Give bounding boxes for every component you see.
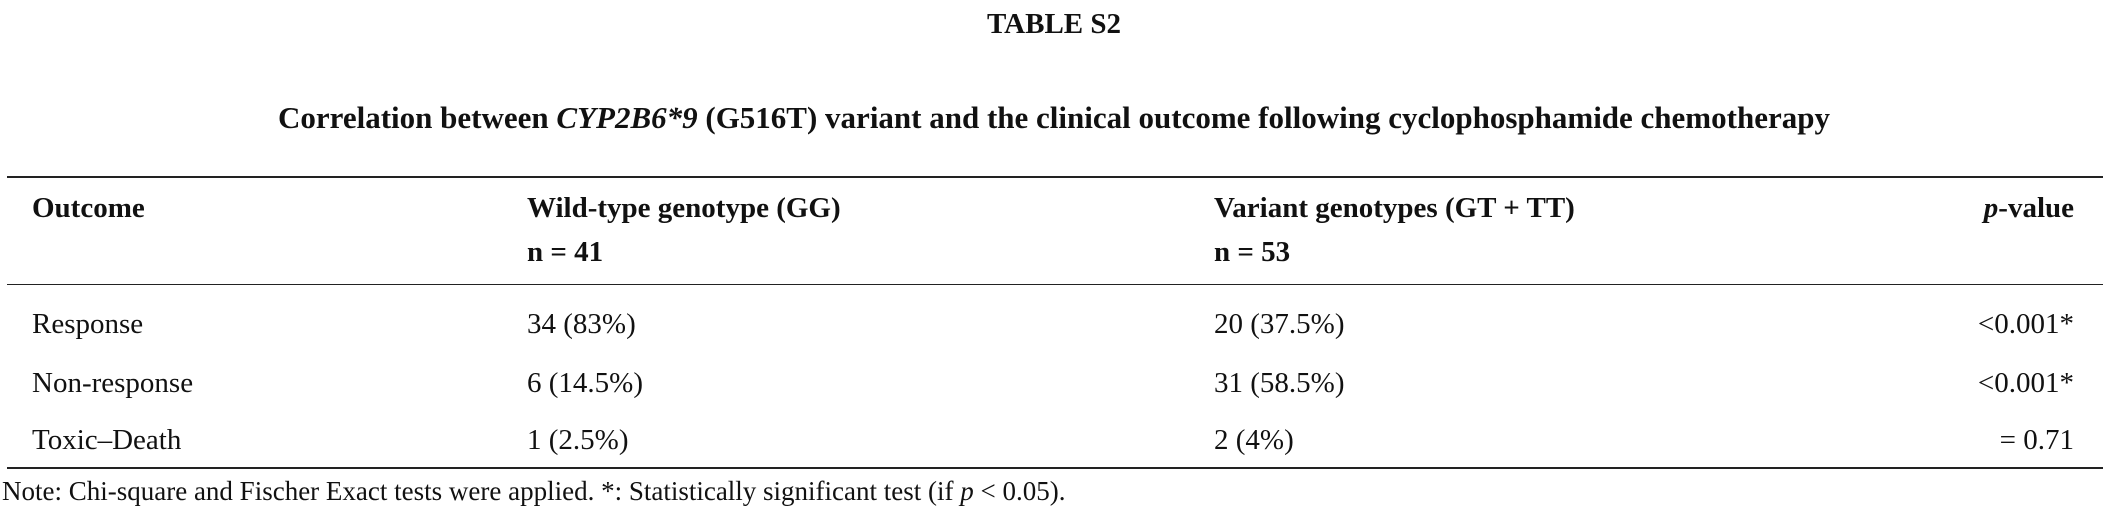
table-cell: 20 (37.5%) (1214, 308, 1345, 340)
table-cell: <0.001* (1977, 308, 2074, 340)
table-cell: <0.001* (1977, 367, 2074, 399)
header-rule (7, 284, 2103, 285)
table-label: TABLE S2 (986, 8, 1122, 40)
table-cell: Response (32, 308, 144, 340)
table-note: Note: Chi-square and Fischer Exact tests… (2, 478, 1065, 505)
title-text: Correlation between (278, 100, 557, 135)
top-rule (7, 176, 2103, 178)
note-text: < 0.05). (973, 476, 1066, 506)
note-p: p (960, 476, 974, 506)
table-cell: 31 (58.5%) (1214, 367, 1345, 399)
column-header: Outcome (32, 192, 145, 224)
table-cell: 34 (83%) (527, 308, 636, 340)
table-cell: Non-response (32, 367, 194, 399)
p-text: -value (1998, 192, 2074, 224)
table-cell: 1 (2.5%) (527, 424, 629, 456)
table-cell: = 0.71 (1999, 424, 2074, 456)
p-symbol: p (1983, 192, 1999, 224)
column-subheader: n = 53 (1214, 236, 1291, 268)
table-cell: Toxic–Death (32, 424, 182, 456)
note-text: Note: Chi-square and Fischer Exact tests… (2, 476, 961, 506)
bottom-rule (7, 467, 2103, 469)
title-text: (G516T) variant and the clinical outcome… (697, 100, 1830, 135)
table-cell: 2 (4%) (1214, 424, 1294, 456)
table-cell: 6 (14.5%) (527, 367, 643, 399)
column-subheader: n = 41 (527, 236, 604, 268)
column-header: p-value (1984, 194, 2074, 223)
title-gene: CYP2B6*9 (556, 100, 698, 135)
column-header: Wild-type genotype (GG) (527, 192, 841, 224)
table-title: Correlation between CYP2B6*9 (G516T) var… (0, 102, 2108, 133)
column-header: Variant genotypes (GT + TT) (1214, 192, 1575, 224)
